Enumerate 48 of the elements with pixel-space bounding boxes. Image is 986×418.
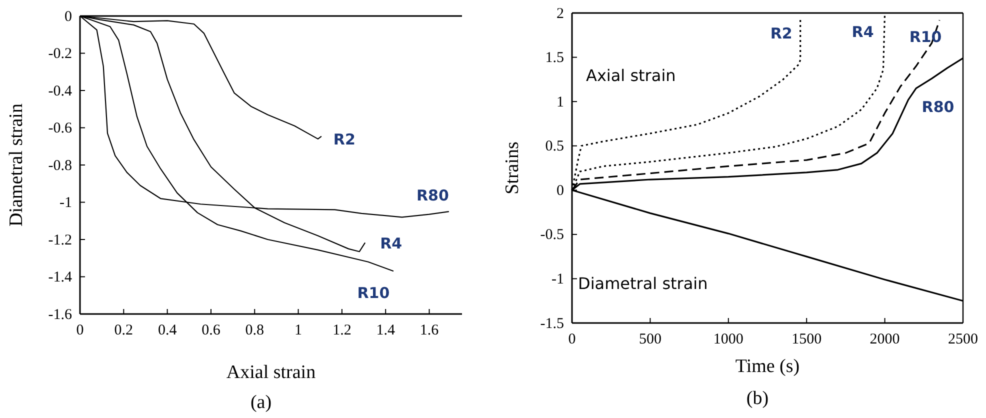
series-label: R10: [357, 284, 390, 302]
y-tick-label: 0.5: [545, 138, 564, 155]
x-axis-title: Axial strain: [226, 362, 316, 383]
series-label: R2: [770, 24, 792, 42]
x-axis-title: Time (s): [735, 356, 800, 377]
x-tick-label: 1500: [792, 332, 822, 348]
y-tick-label: -1.2: [48, 232, 72, 248]
x-tick-label: 2000: [870, 332, 900, 348]
x-tick-label: 2500: [948, 332, 978, 348]
x-tick-label: 1000: [713, 332, 744, 348]
x-tick-label: 1.2: [332, 322, 352, 339]
annotation: Diametral strain: [578, 274, 708, 293]
y-tick-label: 0: [64, 8, 72, 25]
y-tick-label: -1: [552, 272, 564, 288]
text: (a): [250, 392, 272, 413]
y-tick-label: 1.5: [545, 50, 564, 66]
y-tick-label: -1: [60, 195, 72, 212]
series-label: R80: [416, 186, 449, 205]
y-axis-title: Strains: [502, 142, 523, 194]
series-label: R2: [333, 130, 356, 148]
y-tick-label: -1.4: [48, 270, 72, 286]
y-tick-label: 1: [556, 94, 564, 110]
y-tick-label: -1.5: [540, 316, 564, 332]
x-tick-label: 0.4: [158, 322, 178, 339]
y-tick-label: 0: [556, 182, 564, 199]
x-tick-label: 0.6: [202, 322, 221, 339]
y-tick-label: -0.6: [48, 120, 72, 137]
x-tick-label: 0.8: [245, 322, 264, 339]
y-tick-label: -0.8: [48, 158, 72, 174]
y-tick-label: -0.5: [540, 227, 564, 244]
x-tick-label: 0: [568, 332, 576, 348]
series-label: R4: [852, 23, 874, 41]
x-tick-label: 0: [76, 322, 84, 339]
x-tick-label: 1.4: [376, 322, 396, 339]
y-tick-label: -0.2: [48, 46, 72, 62]
series-label: R10: [909, 28, 942, 46]
y-axis-title: Diametral strain: [6, 103, 27, 226]
y-tick-label: -0.4: [48, 83, 72, 100]
y-tick-label: 2: [556, 6, 564, 22]
x-tick-label: 500: [638, 332, 662, 348]
y-tick-label: -1.6: [48, 306, 72, 323]
x-tick-label: 0.2: [114, 322, 134, 339]
text: (b): [746, 388, 769, 409]
series-label: R80: [922, 98, 954, 116]
annotation: Axial strain: [586, 66, 676, 85]
x-tick-label: 1.6: [420, 322, 440, 339]
series-label: R4: [380, 234, 402, 253]
x-tick-label: 1: [294, 322, 302, 339]
